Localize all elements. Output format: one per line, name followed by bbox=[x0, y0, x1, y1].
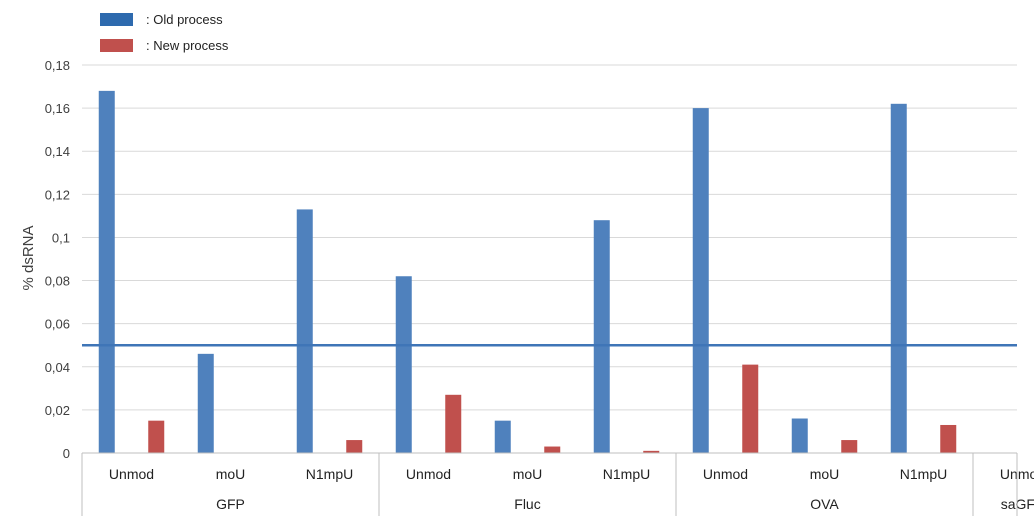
bar-new-process bbox=[940, 424, 957, 453]
y-tick-label: 0,04 bbox=[45, 360, 70, 375]
x-tick-label: Unmod bbox=[406, 466, 451, 482]
x-tick-label: N1mpU bbox=[306, 466, 353, 482]
bar-old-process bbox=[593, 220, 610, 453]
x-tick-label: moU bbox=[216, 466, 246, 482]
x-tick-label: N1mpU bbox=[603, 466, 650, 482]
legend-swatch-old bbox=[100, 12, 133, 26]
bar-new-process bbox=[544, 446, 561, 453]
bar-old-process bbox=[494, 420, 511, 453]
axes: 0 0,02 0,04 0,06 0,08 0,1 0,12 0,14 0,16 0,18 Unmo… bbox=[45, 58, 1034, 516]
y-tick-label: 0,14 bbox=[45, 144, 70, 159]
x-tick-label: moU bbox=[513, 466, 543, 482]
bar-old-process bbox=[692, 108, 709, 453]
legend-item-new: : New process bbox=[100, 32, 228, 58]
bar-new-process bbox=[742, 364, 759, 453]
y-tick-label: 0,06 bbox=[45, 317, 70, 332]
bar-new-process bbox=[346, 440, 363, 453]
group-label: Fluc bbox=[514, 496, 540, 512]
y-tick-label: 0,18 bbox=[45, 58, 70, 73]
x-tick-label: moU bbox=[810, 466, 840, 482]
bars bbox=[98, 90, 957, 454]
legend-label-new: : New process bbox=[146, 37, 229, 53]
group-label: OVA bbox=[810, 496, 839, 512]
y-tick-label: 0,1 bbox=[52, 230, 70, 245]
bar-old-process bbox=[296, 209, 313, 453]
x-tick-label: Unmod bbox=[703, 466, 748, 482]
bar-new-process bbox=[841, 440, 858, 453]
y-tick-label: 0,16 bbox=[45, 101, 70, 116]
group-label: GFP bbox=[216, 496, 245, 512]
legend-swatch-new bbox=[100, 38, 133, 52]
bar-old-process bbox=[791, 418, 808, 453]
y-tick-label: 0,12 bbox=[45, 187, 70, 202]
legend-label-old: : Old process bbox=[146, 11, 223, 27]
y-axis-title: % dsRNA bbox=[20, 225, 37, 290]
x-tick-label: N1mpU bbox=[900, 466, 947, 482]
legend-item-old: : Old process bbox=[100, 6, 228, 32]
y-tick-label: 0,02 bbox=[45, 403, 70, 418]
y-tick-label: 0 bbox=[63, 446, 70, 461]
y-tick-label: 0,08 bbox=[45, 274, 70, 289]
bar-old-process bbox=[98, 90, 115, 453]
gridlines bbox=[82, 64, 1017, 411]
legend: : Old process : New process bbox=[100, 6, 228, 58]
bar-new-process bbox=[445, 394, 462, 453]
bar-old-process bbox=[890, 103, 907, 454]
bar-new-process bbox=[148, 420, 165, 453]
bar-new-process bbox=[643, 450, 660, 453]
x-tick-label: Unmod bbox=[109, 466, 154, 482]
bar-old-process bbox=[197, 353, 214, 453]
bar-old-process bbox=[395, 276, 412, 453]
